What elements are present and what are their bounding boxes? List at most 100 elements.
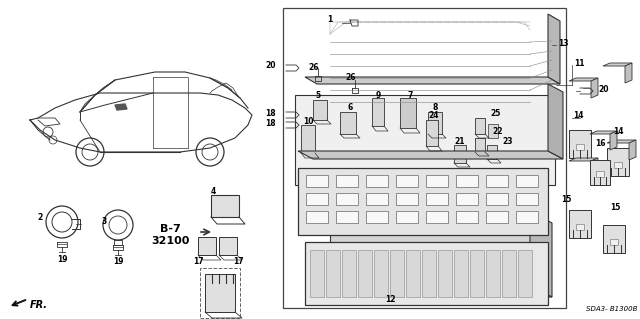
Bar xyxy=(486,250,500,297)
Text: 20: 20 xyxy=(266,61,276,70)
Bar xyxy=(610,239,618,245)
Bar xyxy=(486,175,508,187)
Text: 15: 15 xyxy=(610,204,620,212)
Bar xyxy=(306,175,328,187)
Text: 20: 20 xyxy=(598,85,609,94)
Polygon shape xyxy=(569,158,598,161)
Bar xyxy=(336,193,358,205)
Bar xyxy=(470,250,484,297)
Text: 9: 9 xyxy=(376,91,381,100)
Bar xyxy=(205,274,235,312)
Polygon shape xyxy=(591,158,598,178)
Polygon shape xyxy=(530,211,552,297)
Bar xyxy=(487,145,497,159)
Text: 17: 17 xyxy=(193,257,204,266)
Text: 4: 4 xyxy=(211,188,216,197)
Text: 23: 23 xyxy=(502,137,513,146)
Text: 8: 8 xyxy=(432,103,438,113)
Text: 10: 10 xyxy=(303,117,313,127)
Bar xyxy=(426,120,438,146)
Bar xyxy=(396,193,418,205)
Bar xyxy=(475,138,485,152)
Bar xyxy=(295,95,555,185)
Bar xyxy=(340,112,356,134)
Bar xyxy=(516,211,538,223)
Text: 24: 24 xyxy=(429,112,439,121)
Bar xyxy=(516,193,538,205)
Bar xyxy=(576,224,584,230)
Polygon shape xyxy=(569,78,598,81)
Bar xyxy=(486,211,508,223)
Text: 7: 7 xyxy=(407,91,413,100)
Text: SDA3- B1300B: SDA3- B1300B xyxy=(586,306,637,312)
Polygon shape xyxy=(607,140,636,143)
Bar xyxy=(502,250,516,297)
Text: 25: 25 xyxy=(490,108,500,117)
Bar xyxy=(456,211,478,223)
Bar xyxy=(454,250,468,297)
Bar xyxy=(426,211,448,223)
Bar xyxy=(396,175,418,187)
Polygon shape xyxy=(629,140,636,160)
Polygon shape xyxy=(591,78,598,98)
Text: 22: 22 xyxy=(492,128,502,137)
Bar xyxy=(486,193,508,205)
Text: 18: 18 xyxy=(266,120,276,129)
Bar xyxy=(518,250,532,297)
Text: 26: 26 xyxy=(346,72,356,81)
Polygon shape xyxy=(330,211,530,285)
Bar xyxy=(374,250,388,297)
Bar xyxy=(326,250,340,297)
Bar xyxy=(211,195,239,217)
Bar xyxy=(390,250,404,297)
Polygon shape xyxy=(603,63,632,66)
Text: 3: 3 xyxy=(101,217,107,226)
Text: 14: 14 xyxy=(573,112,583,121)
Bar xyxy=(590,160,610,185)
Bar xyxy=(614,162,622,168)
Bar xyxy=(406,250,420,297)
Bar xyxy=(358,250,372,297)
Bar xyxy=(426,175,448,187)
Text: 17: 17 xyxy=(233,257,243,266)
Bar xyxy=(366,211,388,223)
Polygon shape xyxy=(115,104,127,110)
Bar xyxy=(596,171,604,177)
Bar xyxy=(200,268,240,318)
Bar xyxy=(313,100,327,120)
Bar xyxy=(342,250,356,297)
Text: 19: 19 xyxy=(113,257,124,266)
Bar xyxy=(576,144,584,150)
Polygon shape xyxy=(305,77,560,84)
Bar xyxy=(422,250,436,297)
Polygon shape xyxy=(610,131,617,150)
Polygon shape xyxy=(548,14,560,84)
Polygon shape xyxy=(625,63,632,83)
Bar xyxy=(607,148,629,176)
Bar xyxy=(372,98,384,126)
Text: 2: 2 xyxy=(37,213,43,222)
Polygon shape xyxy=(330,285,552,297)
Bar xyxy=(306,211,328,223)
Text: 13: 13 xyxy=(558,40,568,48)
Bar xyxy=(438,250,452,297)
Bar xyxy=(426,193,448,205)
Bar xyxy=(400,98,416,128)
Text: 5: 5 xyxy=(316,91,321,100)
Text: 19: 19 xyxy=(57,255,67,263)
Polygon shape xyxy=(298,151,563,159)
Bar xyxy=(336,211,358,223)
Bar xyxy=(603,225,625,253)
Text: 11: 11 xyxy=(574,60,584,69)
Text: 14: 14 xyxy=(612,128,623,137)
Bar xyxy=(456,175,478,187)
Bar xyxy=(569,130,591,158)
Text: 18: 18 xyxy=(266,109,276,118)
Bar xyxy=(475,118,485,134)
Bar xyxy=(396,211,418,223)
Polygon shape xyxy=(548,84,563,159)
Text: 26: 26 xyxy=(308,63,319,72)
Bar xyxy=(310,250,324,297)
Polygon shape xyxy=(590,131,617,134)
Text: 12: 12 xyxy=(385,295,396,305)
